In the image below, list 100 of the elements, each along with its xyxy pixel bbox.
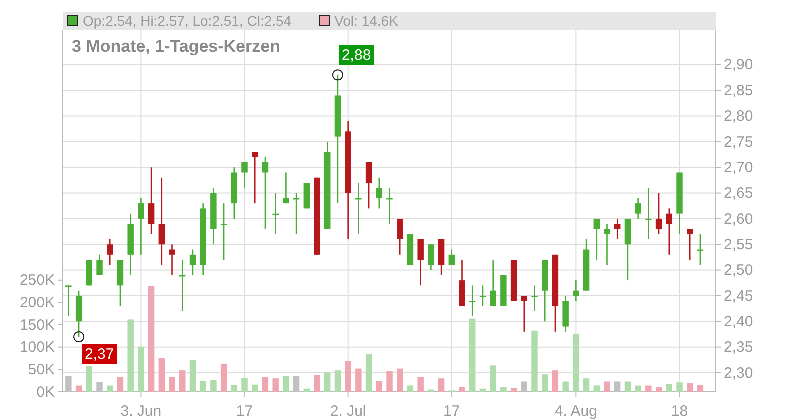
candlestick [573,280,580,302]
bar [376,381,383,392]
bar [252,384,258,392]
bar [117,377,124,392]
candlestick [262,156,269,230]
y2-tick-label: 0K [36,384,55,401]
y-tick-label: 2,90 [724,56,754,74]
bar [604,382,610,392]
chart-title: 3 Monate, 1-Tages-Kerzen [72,37,280,56]
y2-tick-label: 50K [28,361,55,378]
candlestick [666,208,672,256]
bar [656,388,662,392]
bar [573,334,580,392]
candlestick [614,218,621,240]
bar [200,381,206,392]
y-tick-label: 2,30 [724,364,754,382]
candlestick [158,177,166,266]
candlestick [242,162,248,189]
bar [158,358,166,392]
bar [583,378,590,392]
bar [386,371,393,392]
bar [397,368,404,392]
bar [356,368,362,392]
bar [480,388,486,392]
bar [459,387,466,392]
annotation: 2,37 [85,346,114,364]
y2-tick-label: 250K [20,272,55,290]
bar [283,376,290,392]
candlestick [418,238,424,286]
bar [138,346,144,392]
y-tick-label: 2,55 [724,236,754,254]
candlestick [646,188,652,240]
x-tick-label: 4. Aug [554,402,598,420]
y2-tick-label: 150K [20,316,55,334]
legend-label: Vol: 14.6K [334,13,400,29]
bar [470,318,476,392]
candlestick [490,259,496,307]
candlestick [448,249,456,266]
y-tick-label: 2,75 [724,134,754,151]
candlestick [148,166,155,236]
candlestick [190,249,196,276]
candlestick [138,198,144,256]
bar [314,375,320,392]
candlestick [656,192,662,236]
bar [624,382,632,392]
bar [272,378,279,392]
bar [438,378,445,392]
candlestick [521,295,528,333]
y-tick-label: 2,60 [724,210,754,228]
candlestick [594,218,600,261]
bar [304,388,310,392]
bar [500,387,507,392]
bar [231,385,238,392]
bar [366,354,372,392]
x-tick-label: 2. Jul [330,402,366,420]
bar [542,374,548,392]
bar [190,360,196,392]
y-tick-label: 2,80 [724,108,754,126]
y-tick-label: 2,70 [724,159,754,176]
bar [262,377,269,392]
bar [180,370,186,392]
bar [345,361,352,392]
bar [76,386,82,392]
bar [510,388,518,392]
bar [687,384,694,392]
bar [324,372,331,392]
candlestick [635,198,642,220]
bar [562,382,569,392]
candlestick [66,285,72,318]
x-tick-label: 18 [671,402,688,420]
bar [210,380,217,392]
bar [697,385,704,392]
bar [242,378,248,392]
y-tick-label: 2,40 [724,313,754,330]
candlestick [283,172,290,204]
candlestick [604,223,610,266]
bar [407,386,414,392]
bar [107,386,114,392]
candlestick [169,244,176,276]
candlestick [96,254,103,276]
candlestick [687,228,694,261]
candlestick [366,162,372,210]
bar [148,286,155,392]
bar [635,386,642,392]
candlestick [220,202,228,261]
candlestick [107,238,114,266]
candlestick [428,244,434,271]
bar [646,386,652,392]
y2-tick-label: 200K [20,294,55,312]
bar [552,370,559,392]
bar [220,364,228,392]
candlestick [470,285,476,318]
annotation: 2,88 [342,47,372,64]
candlestick [397,218,404,256]
y-tick-label: 2,85 [724,82,754,100]
y-tick-label: 2,50 [724,262,754,280]
y-tick-label: 2,35 [724,339,754,356]
legend-label: Op:2.54, Hi:2.57, Lo:2.51, Cl:2.54 [83,13,292,29]
bar [169,377,176,392]
x-tick-label: 17 [236,402,254,420]
